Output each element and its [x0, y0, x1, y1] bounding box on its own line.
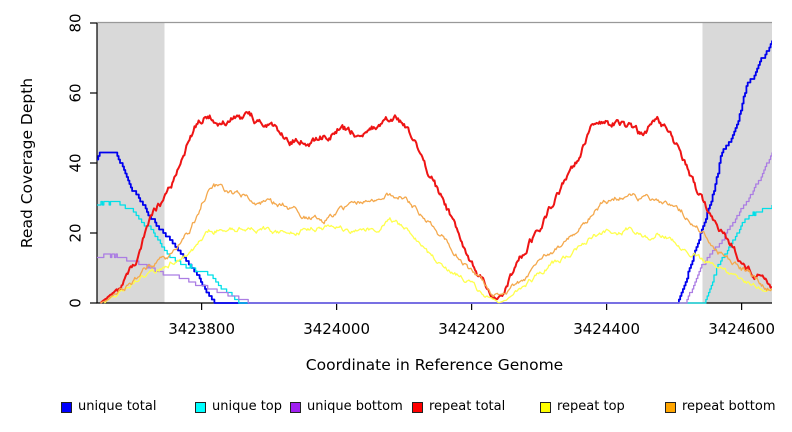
- x-tick-label: 3423800: [168, 320, 235, 338]
- x-tick-label: 3424200: [438, 320, 505, 338]
- x-tick-label: 3424000: [303, 320, 370, 338]
- shaded-region: [97, 23, 165, 303]
- y-tick-label: 80: [67, 13, 85, 32]
- y-tick-label: 60: [67, 83, 85, 102]
- y-axis-title: Read Coverage Depth: [18, 77, 36, 249]
- x-tick-label: 3424600: [708, 320, 775, 338]
- series-line-repeat-total: [99, 110, 772, 304]
- series-line-repeat-bottom: [100, 183, 772, 304]
- y-tick-label: 20: [67, 223, 85, 242]
- axis-lines: [96, 23, 772, 304]
- y-tick-label: 0: [67, 298, 85, 308]
- x-axis-title: Coordinate in Reference Genome: [305, 356, 564, 374]
- series-line-repeat-top: [104, 217, 772, 304]
- series-line-unique-top: [97, 200, 772, 304]
- y-tick-label: 40: [67, 153, 85, 172]
- x-tick-label: 3424400: [573, 320, 640, 338]
- series-group: [97, 40, 772, 304]
- series-line-unique-total: [97, 40, 772, 304]
